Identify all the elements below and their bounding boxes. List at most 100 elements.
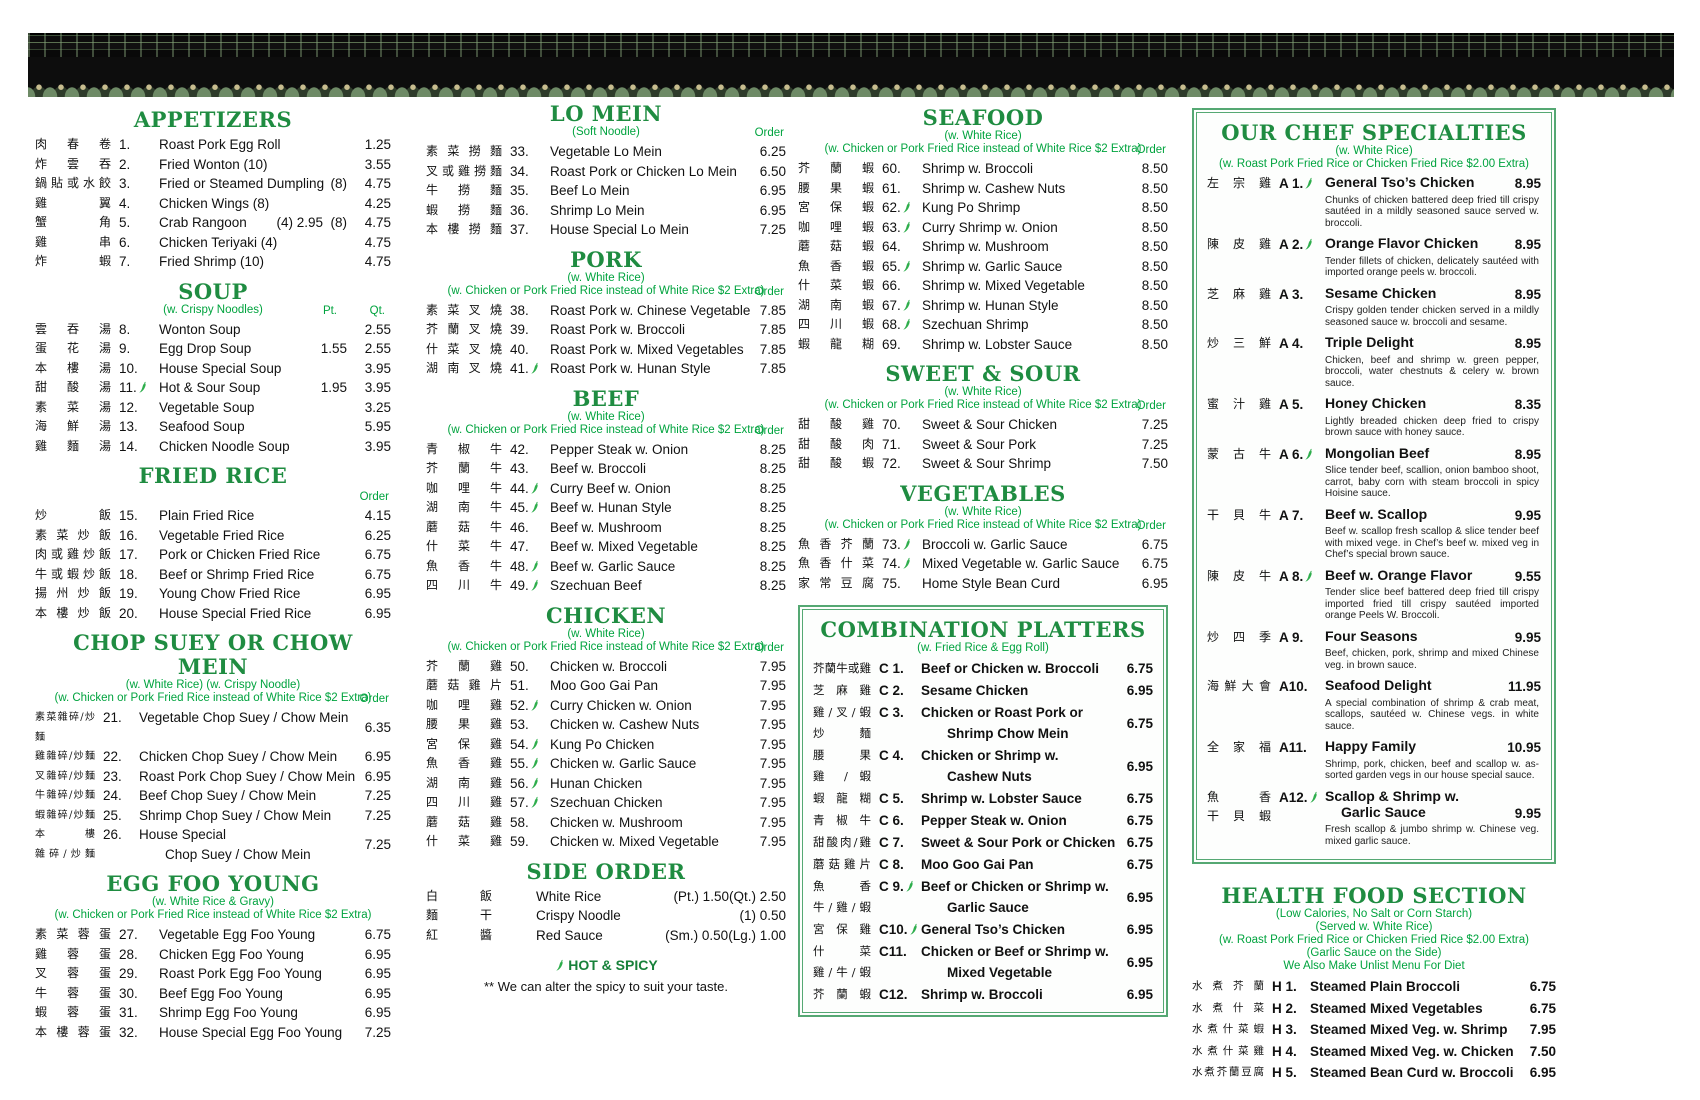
item-number: A 7.	[1279, 507, 1304, 523]
item-chinese-name: 左宗雞	[1207, 176, 1271, 190]
item-chinese-name: 水煮什菜蝦	[1192, 1023, 1264, 1035]
menu-item: 蝦龍糊 C 5. Shrimp w. Lobster Sauce 6.75	[813, 788, 1153, 809]
item-name: Chicken Noodle Soup	[159, 438, 290, 454]
item-price: 6.95	[364, 946, 391, 962]
item-number: 48.	[510, 557, 550, 577]
item-name: Szechuan Chicken	[550, 795, 663, 810]
item-chinese-name: 麵 干	[426, 908, 492, 922]
spicy-pepper-icon	[903, 299, 910, 311]
spicy-pepper-icon	[903, 538, 910, 550]
section-side: SIDE ORDER 白 飯 White Rice (Pt.) 1.50 (Qt.) 2…	[426, 858, 786, 946]
item-name: Orange Flavor Chicken	[1325, 235, 1479, 251]
item-name: Shrimp Lo Mein	[550, 202, 645, 218]
section-title: OUR CHEF SPECIALTIES	[1221, 120, 1527, 145]
item-number: 37.	[510, 222, 529, 237]
section-note: (w. White Rice)	[567, 627, 645, 640]
item-name: Chicken w. Cashew Nuts	[550, 717, 700, 732]
item-chinese-name: 雞/叉/蝦 炒 麵	[813, 705, 871, 740]
item-chinese-name: 蒙古牛	[1207, 446, 1271, 461]
item-price: 7.25	[364, 1024, 391, 1040]
section-fried_rice: FRIED RICE Order 炒 飯 15. Plain Fried Rice 4.1…	[35, 464, 391, 623]
item-name: Shrimp w. Broccoli	[921, 987, 1043, 1002]
order-column-label: Order	[1136, 400, 1166, 412]
menu-item: 雞 串 6. Chicken Teriyaki (4) 4.75	[35, 233, 391, 253]
item-price: 6.95	[759, 202, 786, 218]
item-number: 38.	[510, 302, 529, 318]
menu-item: 甜酸蝦 72. Sweet & Sour Shrimp 7.50	[798, 454, 1168, 474]
quart-column-label: Qt.	[369, 304, 385, 317]
item-number: 60.	[882, 161, 901, 176]
item-name: House Special Chop Suey / Chow Mein	[139, 825, 357, 864]
item-number: 5.	[119, 215, 131, 230]
section-note: (w. White Rice)	[944, 386, 1022, 398]
menu-item: 陳皮雞 A 2. Orange Flavor Chicken 8.95 Tender f…	[1207, 235, 1541, 279]
item-number: 47.	[510, 539, 529, 554]
item-name: Crispy Noodle	[536, 908, 621, 923]
item-price: 8.50	[1141, 180, 1168, 196]
item-description: Chunks of chicken battered deep fried ti…	[1325, 194, 1539, 229]
menu-item: 魚香牛 48. Beef w. Garlic Sauce 8.25	[426, 557, 786, 577]
section-lomein: LO MEIN (Soft Noodle) Order 素菜撈麵 33. Vegetabl…	[426, 102, 786, 240]
item-chinese-name: 蘑菇雞片	[426, 678, 502, 692]
item-number: 30.	[119, 985, 138, 1001]
item-description: Beef w. scallop fresh scallop & slice te…	[1325, 526, 1539, 560]
item-chinese-name: 素菜雜碎/炒麵	[35, 712, 95, 743]
menu-item: 魚香蝦 65. Shrimp w. Garlic Sauce 8.50	[798, 257, 1168, 277]
section-health: HEALTH FOOD SECTION (Low Calories, No Sal…	[1192, 884, 1556, 1084]
item-chinese-name: 陳皮牛	[1207, 568, 1271, 583]
item-chinese-name: 雲吞湯	[35, 321, 111, 336]
item-number: 69.	[882, 336, 901, 352]
item-price: (1) 0.50	[739, 908, 786, 923]
item-chinese-name: 青椒牛	[426, 441, 502, 456]
menu-item: 四川牛 49. Szechuan Beef 8.25	[426, 576, 786, 596]
order-column-label: Order	[754, 424, 784, 437]
item-name: Shrimp Egg Foo Young	[159, 1005, 298, 1020]
item-chinese-name: 甜酸雞	[798, 417, 874, 431]
item-name: House Special Egg Foo Young	[159, 1024, 343, 1040]
menu-item: 叉蓉蛋 29. Roast Pork Egg Foo Young 6.95	[35, 964, 391, 984]
item-price: 6.25	[364, 527, 391, 543]
spicy-pepper-icon	[531, 796, 538, 808]
item-description: Tender fillets of chicken, delicately sa…	[1325, 255, 1539, 279]
item-chinese-name: 蝦撈麵	[426, 202, 502, 217]
item-price: 4.75	[364, 176, 391, 191]
item-price: 9.55	[1514, 568, 1541, 584]
item-name: Curry Chicken w. Onion	[550, 697, 692, 713]
menu-item: 炒三鮮 A 4. Triple Delight 8.95 Chicken, beef a…	[1207, 334, 1541, 389]
menu-item: 腰 果 雞 / 蝦 C 4. Chicken or Shrimp w. Cashew …	[813, 745, 1153, 787]
item-name: Roast Pork w. Hunan Style	[550, 361, 711, 376]
item-price: 6.75	[1126, 791, 1153, 806]
combination-platters-box: COMBINATION PLATTERS (w. Fried Rice & Egg…	[798, 605, 1168, 1017]
section-header: APPETIZERS	[35, 108, 391, 132]
section-title: SIDE ORDER	[526, 858, 686, 884]
item-price: 7.85	[759, 302, 786, 318]
item-chinese-name: 雞蓉蛋	[35, 946, 111, 961]
menu-item: 湖南叉燒 41. Roast Pork w. Hunan Style 7.85	[426, 359, 786, 379]
menu-item: 魚香雞 55. Chicken w. Garlic Sauce 7.95	[426, 754, 786, 774]
item-name: Steamed Mixed Veg. w. Chicken	[1310, 1043, 1514, 1059]
item-price: 7.50	[1529, 1043, 1556, 1059]
decorative-roof-border	[28, 33, 1674, 97]
menu-item: 雞麵湯 14. Chicken Noodle Soup 3.95	[35, 437, 391, 457]
menu-column-4: OUR CHEF SPECIALTIES (w. White Rice) (w. R…	[1192, 108, 1556, 1092]
menu-item: 揚州炒飯 19. Young Chow Fried Rice 6.95	[35, 584, 391, 604]
menu-item: 素菜叉燒 38. Roast Pork w. Chinese Vegetable 7.…	[426, 301, 786, 321]
item-name: Shrimp w. Mushroom	[922, 239, 1049, 254]
item-name: Pork or Chicken Fried Rice	[159, 547, 321, 562]
item-name-line2: Chop Suey / Chow Mein	[165, 846, 311, 862]
item-chinese-name: 雞 串	[35, 234, 111, 249]
section-header: SOUP (w. Crispy Noodles) Pt. Qt.	[35, 279, 391, 317]
item-price: 8.25	[759, 441, 786, 457]
item-name: Pepper Steak w. Onion	[921, 813, 1067, 828]
menu-item: 四川雞 57. Szechuan Chicken 7.95	[426, 793, 786, 813]
item-name: Roast Pork Egg Roll	[159, 137, 281, 152]
item-number: A 5.	[1279, 397, 1304, 412]
item-chinese-name: 甜酸湯	[35, 380, 111, 394]
item-price: 4.75	[364, 254, 391, 269]
item-chinese-name: 魚香什菜	[798, 556, 874, 570]
item-number: 68.	[882, 315, 922, 335]
menu-item: 蝦龍糊 69. Shrimp w. Lobster Sauce 8.50	[798, 335, 1168, 355]
item-name: Shrimp w. Mixed Vegetable	[922, 278, 1085, 293]
item-number: 50.	[510, 658, 529, 674]
menu-item: 本樓湯 10. House Special Soup 3.95	[35, 359, 391, 379]
